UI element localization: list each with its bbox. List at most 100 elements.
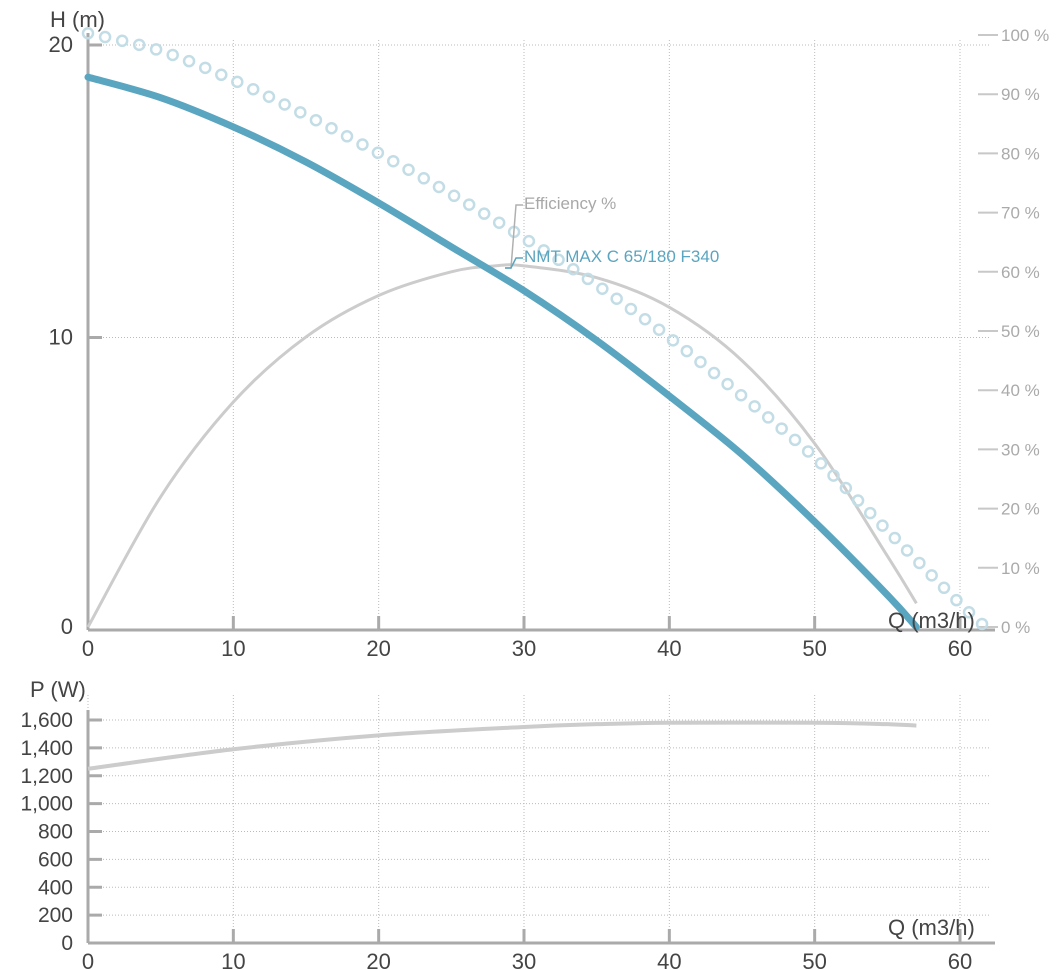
efficiency-tick-label: 70 % bbox=[1001, 204, 1040, 223]
head-curve-dot bbox=[386, 154, 400, 168]
head-curve-dot bbox=[581, 272, 595, 286]
power-y-tick-label: 1,400 bbox=[20, 737, 73, 760]
head-curve-dot bbox=[900, 544, 914, 557]
head-curve-dot bbox=[522, 234, 536, 248]
power-x-tick-label: 20 bbox=[366, 949, 390, 970]
head-x-tick-label: 30 bbox=[512, 636, 536, 661]
head-curve-dot bbox=[596, 282, 609, 295]
efficiency-tick-label: 50 % bbox=[1001, 322, 1040, 341]
head-curve-dot bbox=[417, 172, 431, 185]
head-y-tick-label: 0 bbox=[61, 614, 73, 639]
power-y-tick-label: 800 bbox=[38, 821, 73, 844]
head-y-tick-label: 20 bbox=[49, 32, 73, 57]
power-y-tick-label: 200 bbox=[38, 904, 73, 927]
power-curve bbox=[87, 720, 917, 771]
head-curve-dot bbox=[652, 323, 666, 336]
efficiency-tick-label: 60 % bbox=[1001, 263, 1040, 282]
head-curve-dot bbox=[567, 262, 580, 276]
head-curve-dot bbox=[761, 411, 775, 424]
head-curve-dot bbox=[624, 302, 638, 316]
power-axes: 0 200 400 600 800 1,000 1,200 1,400 1,600 0 10 20 30… bbox=[20, 709, 995, 970]
head-curve-dot bbox=[182, 54, 196, 68]
flow-axis-title: Q (m3/h) bbox=[888, 608, 975, 633]
head-curve-dot bbox=[81, 27, 95, 40]
head-x-tick-label: 40 bbox=[657, 636, 681, 661]
head-curve-dot bbox=[694, 355, 707, 369]
efficiency-tick-label: 100 % bbox=[1001, 26, 1049, 45]
power-x-tick-label: 10 bbox=[221, 949, 245, 970]
head-x-tick-label: 60 bbox=[948, 636, 972, 661]
head-curve-dot bbox=[748, 400, 761, 413]
efficiency-tick-label: 90 % bbox=[1001, 85, 1040, 104]
head-curve-dot bbox=[734, 389, 748, 402]
head-curve-dot bbox=[462, 198, 476, 211]
power-y-tick-label: 0 bbox=[61, 932, 73, 955]
head-x-tick-label: 50 bbox=[802, 636, 826, 661]
power-x-tick-label: 0 bbox=[82, 949, 94, 970]
head-curve-dot bbox=[402, 163, 415, 176]
head-curve-dot bbox=[863, 506, 877, 520]
power-y-tick-label: 400 bbox=[38, 876, 73, 899]
head-curve-dot bbox=[638, 313, 652, 326]
power-y-tick-label: 600 bbox=[38, 848, 73, 871]
head-curve-dot bbox=[707, 366, 721, 380]
efficiency-tick-label: 20 % bbox=[1001, 500, 1040, 519]
head-curve-dot bbox=[888, 531, 902, 545]
power-y-tick-label: 1,600 bbox=[20, 709, 73, 732]
head-callout-leader bbox=[505, 257, 523, 269]
head-curve-dot bbox=[246, 82, 260, 96]
head-curve-dot bbox=[962, 606, 976, 619]
power-x-tick-label: 30 bbox=[512, 949, 536, 970]
power-x-tick-label: 60 bbox=[948, 949, 972, 970]
head-curve-dot bbox=[537, 244, 551, 257]
head-curve-dot bbox=[950, 593, 963, 607]
head-curve-dot bbox=[371, 146, 385, 160]
head-curve-dot bbox=[666, 334, 680, 347]
head-curve-dot bbox=[814, 457, 828, 470]
head-curve-dot bbox=[937, 581, 951, 595]
head-curve-dot bbox=[788, 433, 802, 447]
head-efficiency-panel: 0 10 20 0 10 20 30 40 50 60 0 % 10 % 20 % 30 % 40 % 50 … bbox=[49, 7, 1050, 661]
head-curve-dot bbox=[610, 292, 623, 306]
head-curve-dot bbox=[721, 377, 734, 391]
head-curve-dot bbox=[827, 469, 840, 482]
efficiency-tick-label: 80 % bbox=[1001, 144, 1040, 163]
power-x-tick-label: 40 bbox=[657, 949, 681, 970]
power-y-tick-label: 1,000 bbox=[20, 793, 73, 816]
head-curve-dot bbox=[680, 344, 694, 358]
efficiency-tick-label: 10 % bbox=[1001, 559, 1040, 578]
head-x-tick-label: 0 bbox=[82, 636, 94, 661]
head-axis-title: H (m) bbox=[50, 7, 105, 32]
head-curve-dot bbox=[913, 556, 926, 570]
head-curve-dot bbox=[278, 98, 291, 111]
head-x-tick-label: 20 bbox=[366, 636, 390, 661]
head-curve-dot bbox=[166, 48, 179, 62]
power-x-tick-label: 50 bbox=[802, 949, 826, 970]
head-axes: 0 10 20 0 10 20 30 40 50 60 0 % 10 % 20 % 30 % 40 % 50 … bbox=[49, 26, 1050, 661]
head-curve-dot bbox=[925, 569, 938, 582]
head-curve-dot bbox=[975, 617, 989, 631]
head-curve-dot bbox=[294, 106, 307, 119]
power-axis-title: P (W) bbox=[30, 677, 86, 702]
power-series bbox=[87, 720, 917, 771]
head-curve-dot bbox=[231, 75, 244, 89]
efficiency-curve bbox=[86, 263, 918, 628]
head-curve-dot bbox=[839, 481, 853, 495]
power-flow-axis-title: Q (m3/h) bbox=[888, 915, 975, 940]
head-curve-dot bbox=[115, 34, 129, 48]
head-curve-dot bbox=[851, 494, 865, 507]
head-curve-dot bbox=[552, 253, 565, 267]
head-labels: H (m) Q (m3/h) Efficiency % NMT MAX C 65… bbox=[50, 7, 975, 633]
head-curve-dot bbox=[447, 189, 461, 203]
head-series bbox=[81, 27, 989, 631]
head-curve bbox=[84, 73, 920, 631]
head-curve-dot bbox=[262, 90, 276, 104]
head-curve-dot bbox=[775, 422, 788, 435]
efficiency-series-label: Efficiency % bbox=[524, 194, 616, 213]
head-curve-dot bbox=[98, 30, 112, 44]
power-grid bbox=[87, 695, 990, 943]
head-curve-dot bbox=[356, 138, 369, 151]
head-curve-dot bbox=[432, 180, 446, 194]
head-curve-dot bbox=[801, 445, 815, 458]
